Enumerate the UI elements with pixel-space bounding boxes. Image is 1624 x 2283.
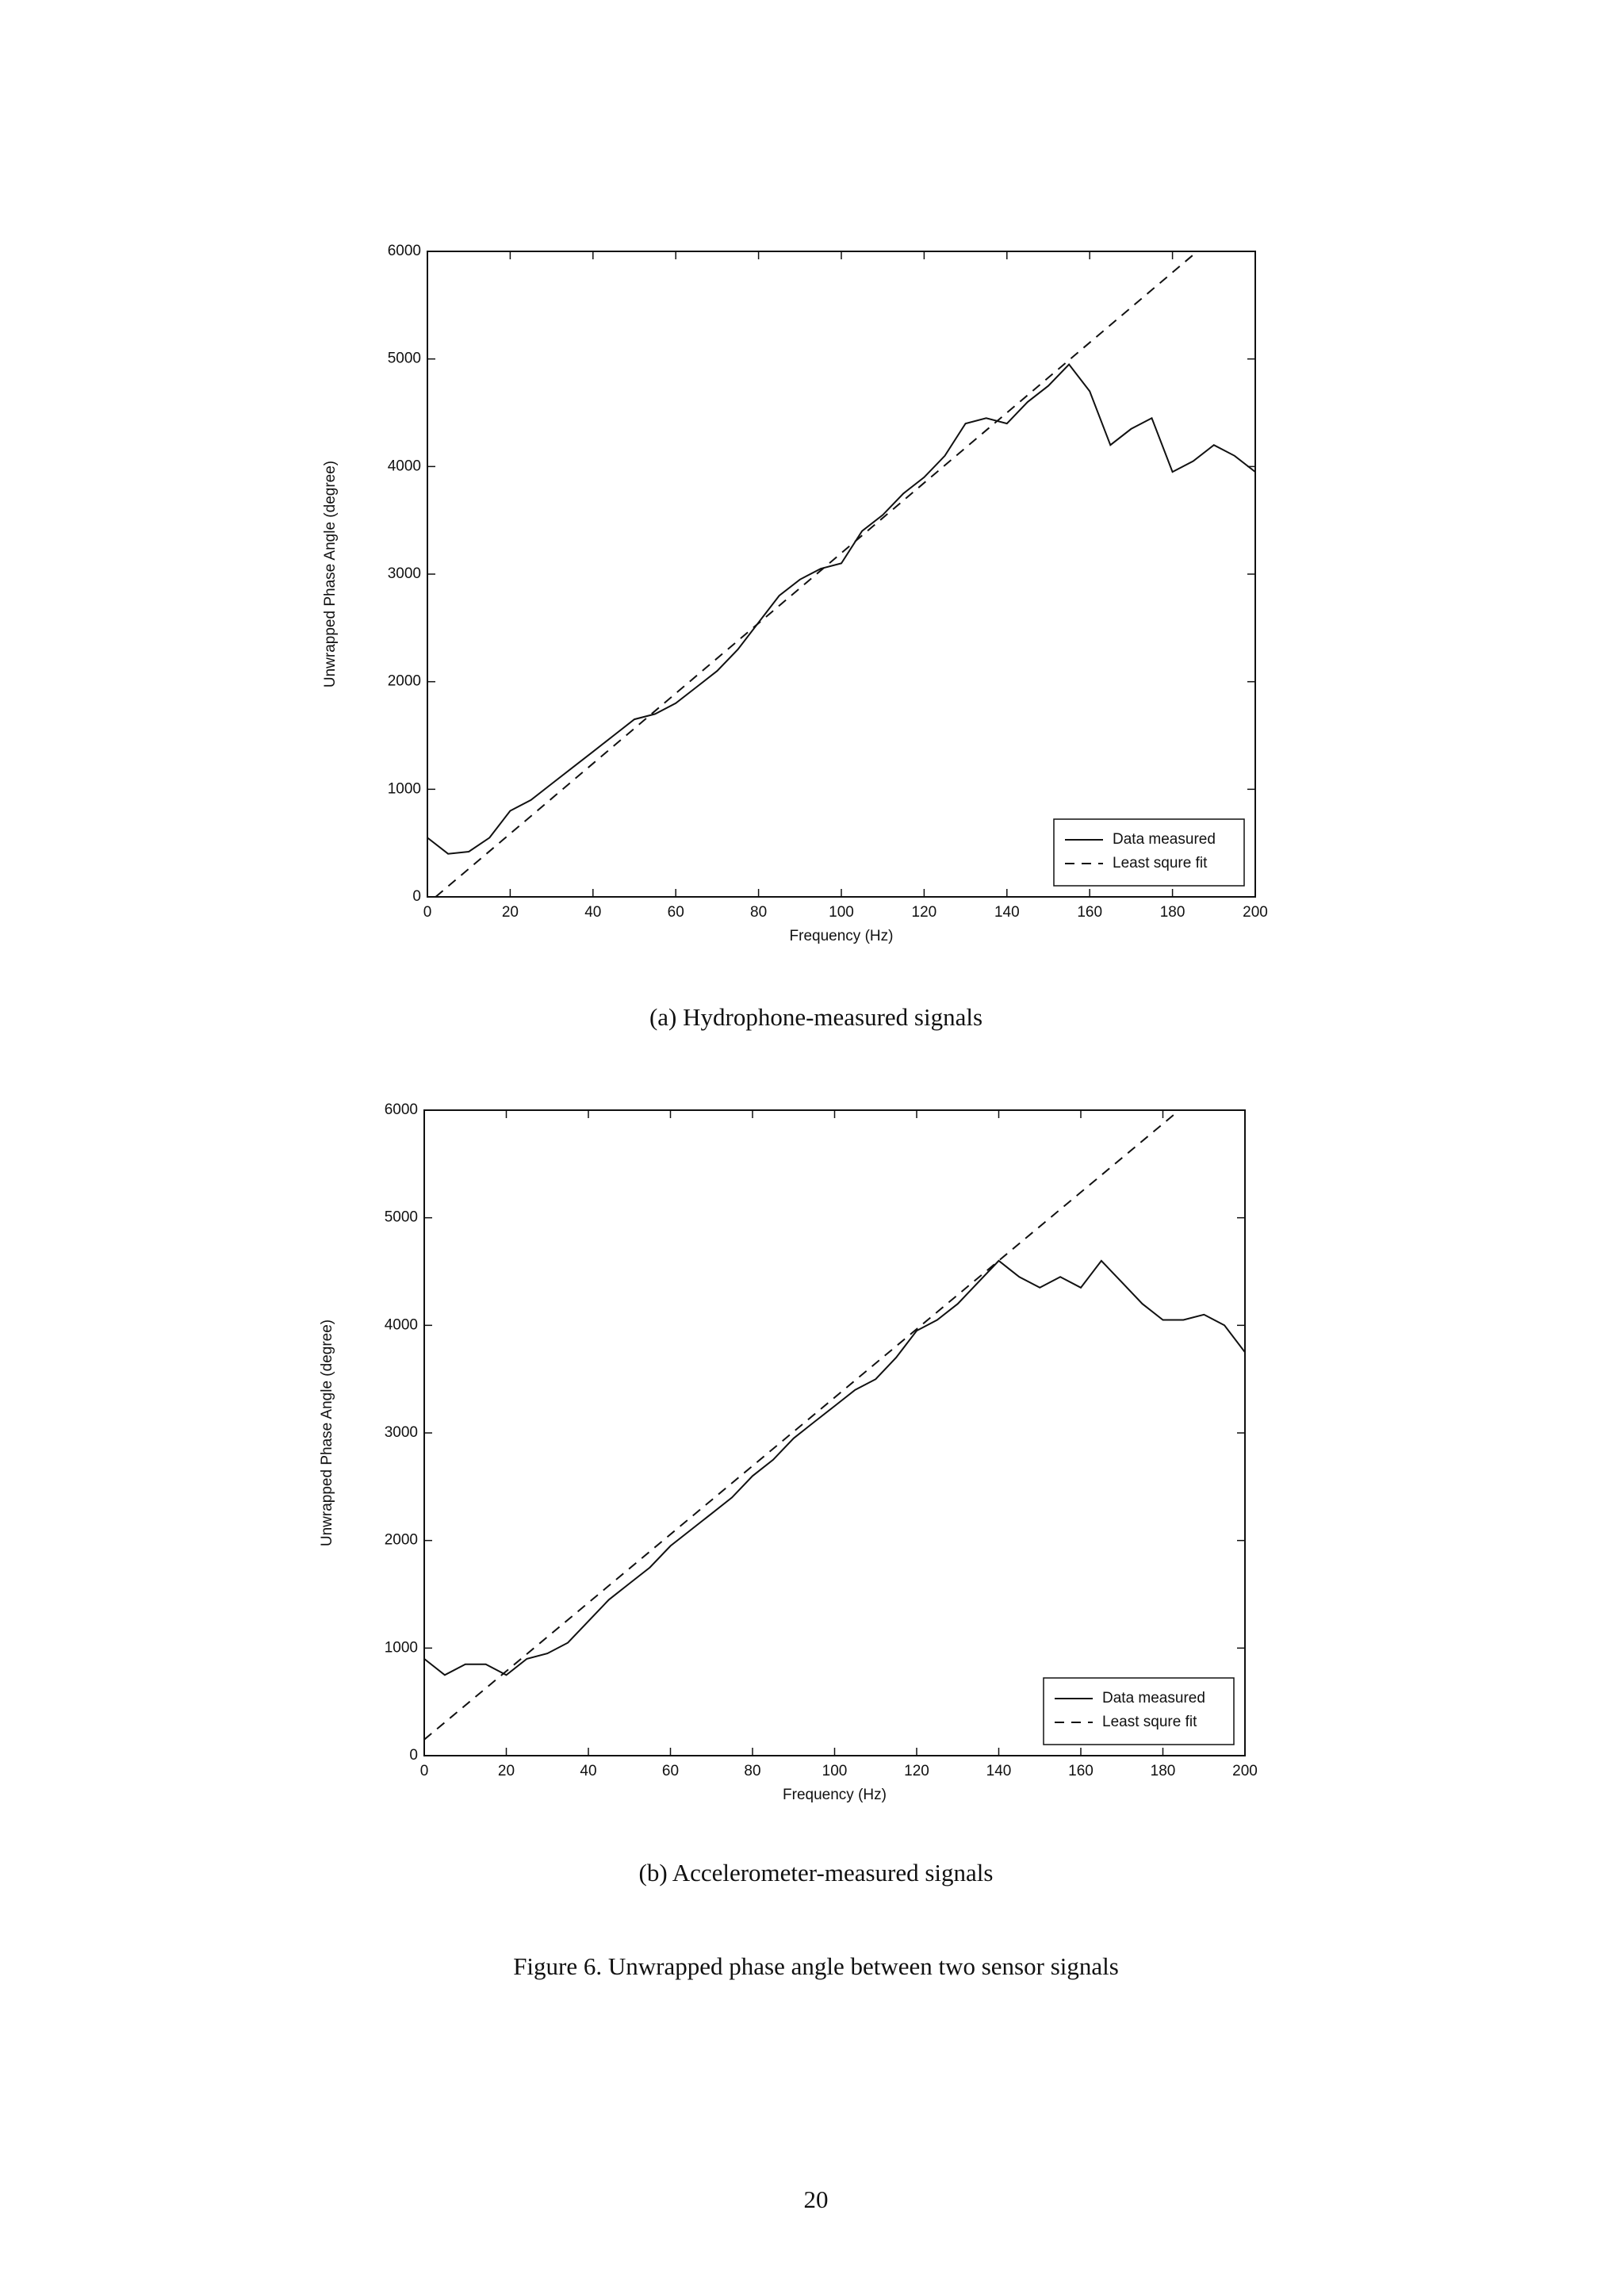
legend-box bbox=[1053, 818, 1245, 887]
y-tick-label: 2000 bbox=[385, 1532, 418, 1549]
y-axis-label: Unwrapped Phase Angle (degree) bbox=[319, 1320, 335, 1546]
y-tick-label: 4000 bbox=[385, 1316, 418, 1333]
x-tick-label: 120 bbox=[912, 904, 937, 921]
y-tick-label: 1000 bbox=[388, 780, 421, 797]
x-tick-label: 160 bbox=[1077, 904, 1102, 921]
x-tick-label: 80 bbox=[750, 904, 767, 921]
y-tick-label: 5000 bbox=[388, 350, 421, 367]
series-line bbox=[435, 251, 1198, 897]
x-axis-label: Frequency (Hz) bbox=[783, 1787, 887, 1803]
y-tick-label: 0 bbox=[412, 888, 421, 905]
x-axis-label: Frequency (Hz) bbox=[790, 928, 894, 944]
x-tick-label: 20 bbox=[502, 904, 519, 921]
x-tick-label: 40 bbox=[580, 1763, 596, 1779]
x-tick-label: 200 bbox=[1243, 904, 1268, 921]
plot-frame bbox=[423, 1109, 1246, 1756]
series-line bbox=[427, 362, 1255, 855]
plot-frame bbox=[427, 251, 1256, 898]
x-tick-label: 0 bbox=[423, 904, 432, 921]
x-tick-label: 180 bbox=[1151, 1763, 1176, 1779]
legend-label: Data measured bbox=[1102, 1690, 1205, 1707]
x-tick-label: 140 bbox=[986, 1763, 1012, 1779]
subfigure-caption: (a) Hydrophone-measured signals bbox=[649, 1003, 982, 1031]
x-tick-label: 60 bbox=[662, 1763, 679, 1779]
y-tick-label: 5000 bbox=[385, 1209, 418, 1226]
x-tick-label: 140 bbox=[994, 904, 1020, 921]
x-tick-label: 60 bbox=[668, 904, 684, 921]
x-tick-label: 20 bbox=[498, 1763, 515, 1779]
x-tick-label: 180 bbox=[1160, 904, 1185, 921]
x-tick-label: 160 bbox=[1068, 1763, 1094, 1779]
legend-box bbox=[1043, 1677, 1235, 1745]
legend-label: Data measured bbox=[1113, 831, 1216, 848]
x-tick-label: 100 bbox=[822, 1763, 848, 1779]
y-tick-label: 6000 bbox=[388, 243, 421, 259]
x-tick-label: 120 bbox=[904, 1763, 929, 1779]
y-tick-label: 0 bbox=[409, 1747, 418, 1764]
series-line bbox=[424, 1259, 1245, 1676]
y-tick-label: 4000 bbox=[388, 458, 421, 474]
legend-label: Least squre fit bbox=[1102, 1714, 1197, 1730]
x-tick-label: 80 bbox=[744, 1763, 760, 1779]
x-tick-label: 200 bbox=[1232, 1763, 1258, 1779]
x-tick-label: 40 bbox=[584, 904, 601, 921]
y-tick-label: 2000 bbox=[388, 673, 421, 690]
y-axis-label: Unwrapped Phase Angle (degree) bbox=[322, 461, 339, 688]
subfigure-caption: (b) Accelerometer-measured signals bbox=[639, 1859, 994, 1887]
y-tick-label: 3000 bbox=[385, 1424, 418, 1441]
series-line bbox=[424, 1110, 1180, 1741]
page-number: 20 bbox=[804, 2185, 829, 2213]
y-tick-label: 3000 bbox=[388, 565, 421, 582]
legend-label: Least squre fit bbox=[1113, 855, 1208, 871]
figure-caption: Figure 6. Unwrapped phase angle between … bbox=[513, 1952, 1119, 1980]
y-tick-label: 1000 bbox=[385, 1639, 418, 1656]
x-tick-label: 100 bbox=[829, 904, 854, 921]
y-tick-label: 6000 bbox=[385, 1101, 418, 1118]
x-tick-label: 0 bbox=[420, 1763, 429, 1779]
